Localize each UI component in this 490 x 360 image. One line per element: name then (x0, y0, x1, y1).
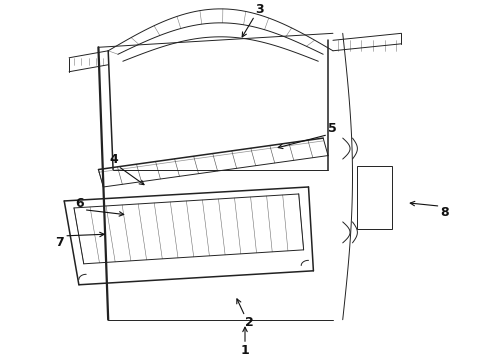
Text: 3: 3 (255, 3, 264, 16)
Text: 5: 5 (328, 122, 337, 135)
Bar (357, 166, 392, 229)
Text: 2: 2 (245, 316, 254, 329)
Text: 7: 7 (55, 236, 64, 249)
Text: 8: 8 (441, 206, 449, 219)
Text: 4: 4 (109, 153, 118, 166)
Text: 1: 1 (241, 344, 249, 357)
Text: 6: 6 (75, 197, 84, 210)
